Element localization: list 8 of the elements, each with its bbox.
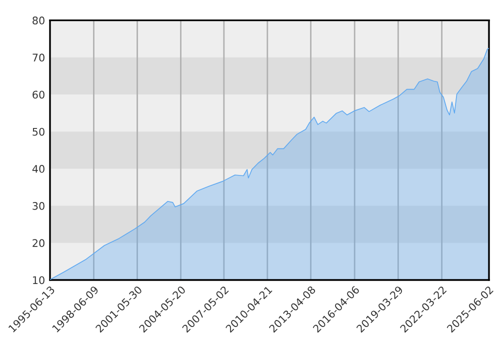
y-tick-label: 60: [32, 90, 44, 99]
y-tick-label: 20: [32, 239, 44, 248]
y-tick-label: 80: [32, 16, 44, 24]
y-tick-label: 40: [32, 164, 44, 173]
y-tick-label: 70: [32, 54, 44, 62]
y-tick-label: 10: [33, 276, 44, 284]
y-tick-label: 50: [32, 128, 44, 136]
y-tick-label: 30: [32, 202, 44, 210]
